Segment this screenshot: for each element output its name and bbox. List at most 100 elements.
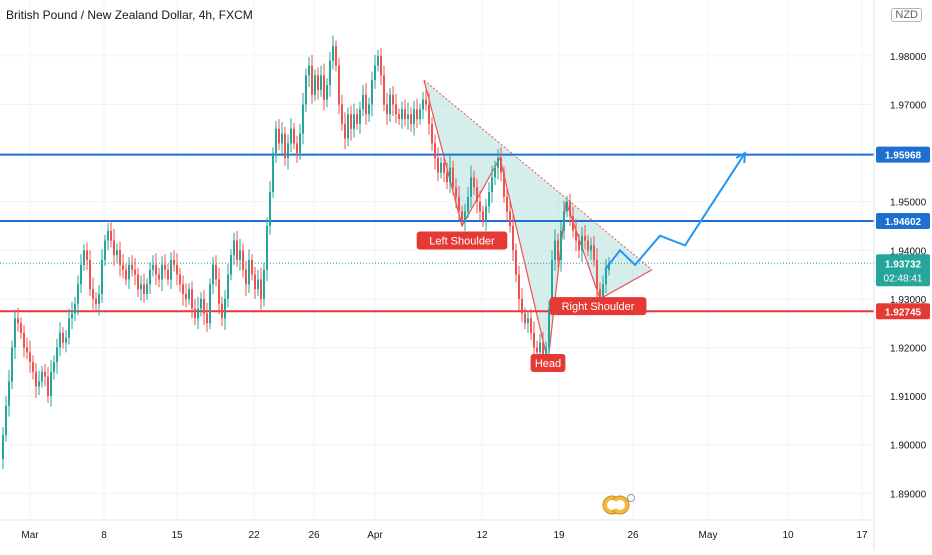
candle-body xyxy=(479,201,481,212)
tradingview-logo xyxy=(602,494,635,515)
candle-body xyxy=(500,157,502,173)
candle-body xyxy=(560,230,562,260)
time-axis[interactable]: Mar 8 15 22 26 Apr 12 19 26 May 10 17 xyxy=(21,530,868,541)
candle-body xyxy=(431,123,433,144)
candle-body xyxy=(47,376,49,397)
pattern-fill xyxy=(600,226,652,299)
candle-body xyxy=(338,65,340,105)
candle-body xyxy=(308,65,310,76)
candle-body xyxy=(458,196,460,212)
candle-body xyxy=(563,211,565,231)
candle-body xyxy=(608,262,610,270)
candle-body xyxy=(350,114,352,129)
candle-body xyxy=(593,245,595,260)
candle-body xyxy=(590,245,592,251)
right-shoulder-label-box[interactable] xyxy=(549,297,647,316)
candle-body xyxy=(368,104,370,115)
candle-body xyxy=(35,371,37,387)
candle-body xyxy=(71,313,73,319)
candle-body xyxy=(236,240,238,260)
left-shoulder-label-box[interactable] xyxy=(416,231,508,250)
candle-body xyxy=(497,157,499,168)
candle-body xyxy=(356,114,358,124)
candle-body xyxy=(521,298,523,314)
candle-body xyxy=(299,133,301,154)
candle-body xyxy=(515,250,517,275)
candle-body xyxy=(287,143,289,158)
candle-body xyxy=(278,128,280,144)
x-tick-label: Mar xyxy=(21,530,39,541)
candle-body xyxy=(311,65,313,95)
projection-arrowhead xyxy=(735,151,747,164)
candle-body xyxy=(482,211,484,222)
candle-body xyxy=(185,294,187,299)
candle-body xyxy=(374,65,376,81)
candle-body xyxy=(242,250,244,270)
candle-body xyxy=(14,318,16,348)
horizontal-levels[interactable] xyxy=(0,153,874,313)
candle-body xyxy=(266,225,268,270)
candle-body xyxy=(182,284,184,295)
price-tags: 1.95968 1.94602 1.92745 1.93732 02:48:41 xyxy=(876,146,930,320)
projection-line[interactable] xyxy=(604,152,746,271)
candle-body xyxy=(161,264,163,280)
candle-body xyxy=(176,264,178,275)
y-tick-label: 1.89000 xyxy=(890,489,927,500)
candle-body xyxy=(179,274,181,285)
candle-body xyxy=(200,298,202,309)
candle-body xyxy=(605,269,607,285)
candle-body xyxy=(566,201,568,212)
candle-body xyxy=(464,211,466,222)
candle-body xyxy=(485,206,487,222)
price-axis[interactable]: 1.98000 1.97000 1.95000 1.94000 1.93000 1.920… xyxy=(890,52,927,500)
candle-body xyxy=(599,289,601,299)
candle-body xyxy=(503,172,505,197)
candle-body xyxy=(218,279,220,304)
candle-body xyxy=(143,284,145,295)
wedge-top-line[interactable] xyxy=(423,79,653,271)
candle-body xyxy=(89,260,91,290)
candle-body xyxy=(437,157,439,173)
candle-body xyxy=(101,260,103,295)
candle-body xyxy=(77,284,79,304)
candle-body xyxy=(251,260,253,275)
candle-body xyxy=(50,371,52,397)
y-tick-label: 1.98000 xyxy=(890,52,927,63)
candle-body xyxy=(317,75,319,90)
candle-body xyxy=(581,235,583,251)
candle-body xyxy=(227,274,229,299)
candle-body xyxy=(275,128,277,154)
candle-body xyxy=(449,167,451,183)
candle-body xyxy=(290,128,292,144)
candle-body xyxy=(359,109,361,124)
currency-badge[interactable]: NZD xyxy=(891,8,922,22)
current-price-label: 1.93732 xyxy=(885,259,922,270)
candle-body xyxy=(398,114,400,120)
candle-body xyxy=(413,109,415,124)
candle-body xyxy=(8,381,10,406)
candle-body xyxy=(584,235,586,241)
candle-body xyxy=(221,303,223,319)
candle-body xyxy=(140,284,142,290)
candle-body xyxy=(506,196,508,212)
candle-body xyxy=(209,284,211,324)
candle-body xyxy=(146,284,148,295)
pattern-labels[interactable]: Left Shoulder Head Right Shoulder xyxy=(416,231,647,373)
candle-body xyxy=(587,240,589,251)
candle-body xyxy=(233,240,235,256)
candle-body xyxy=(320,75,322,90)
candle-body xyxy=(539,342,541,353)
x-tick-label: 15 xyxy=(171,530,183,541)
candle-body xyxy=(137,274,139,290)
projection-path[interactable] xyxy=(604,151,747,271)
head-label-box[interactable] xyxy=(530,354,566,373)
candle-body xyxy=(95,298,97,304)
candle-body xyxy=(110,230,112,241)
right-shoulder-label: Right Shoulder xyxy=(562,301,635,313)
candle-body xyxy=(512,225,514,251)
candle-body xyxy=(443,162,445,173)
candle-body xyxy=(428,104,430,124)
